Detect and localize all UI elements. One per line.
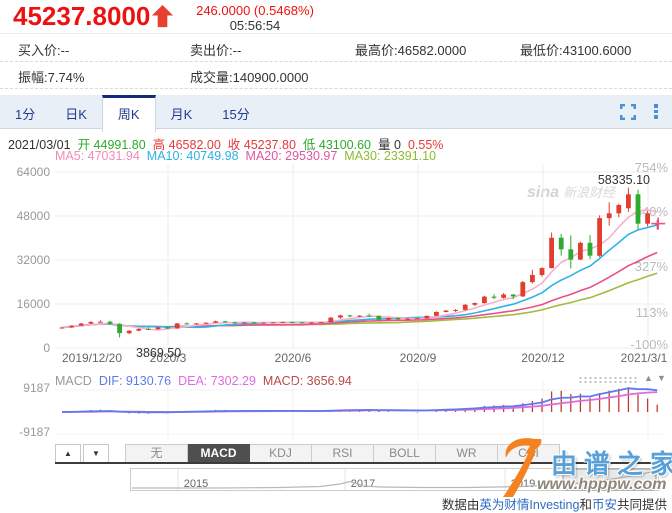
tab-weekly-k[interactable]: 周K — [101, 95, 156, 132]
svg-text:32000: 32000 — [17, 253, 51, 267]
svg-text:2020/9: 2020/9 — [400, 351, 437, 365]
indicator-tab-rsi[interactable]: RSI — [312, 444, 374, 463]
price-up-arrow-icon — [150, 4, 175, 34]
fullscreen-expand-icon[interactable] — [620, 104, 636, 120]
indicator-tab-cci[interactable]: CCI — [498, 444, 560, 463]
price-change: 246.0000 (0.5468%) — [196, 3, 314, 18]
high-price: 最高价:46582.0000 — [355, 43, 467, 58]
quote-row-1: 买入价:-- 卖出价:-- 最高价:46582.0000 最低价:43100.6… — [0, 34, 672, 62]
amplitude: 振幅:7.74% — [18, 70, 85, 85]
footer-seg-1[interactable]: 英为财情Investing — [479, 498, 580, 512]
macd-seg-3: MACD: 3656.94 — [262, 374, 352, 388]
svg-text:-9187: -9187 — [19, 425, 50, 439]
indicator-tab-kdj[interactable]: KDJ — [250, 444, 312, 463]
svg-text:2017: 2017 — [351, 478, 375, 490]
svg-text:2015: 2015 — [184, 478, 208, 490]
svg-text:3869.50: 3869.50 — [136, 346, 181, 360]
ma-seg-1: MA10: 40749.98 — [146, 149, 239, 163]
ma-seg-0: MA5: 47031.94 — [55, 149, 140, 163]
svg-text:2019: 2019 — [511, 478, 535, 490]
indicator-scroll-up-button[interactable]: ▲ — [55, 444, 81, 463]
macd-seg-2: DEA: 7302.29 — [178, 374, 256, 388]
ask-price: 卖出价:-- — [190, 43, 242, 58]
volume: 成交量:140900.0000 — [190, 70, 309, 85]
ohlc-seg-0: 2021/03/01 — [8, 138, 71, 152]
svg-text:9187: 9187 — [23, 381, 50, 395]
footer-seg-4: 共同提供 — [616, 498, 667, 512]
indicator-tab-macd[interactable]: MACD — [188, 444, 250, 463]
quote-header: 45237.8000 246.0000 (0.5468%) 05:56:54 — [0, 0, 672, 34]
last-price: 45237.8000 — [13, 1, 151, 31]
indicator-tab-wr[interactable]: WR — [436, 444, 498, 463]
sina-logo: sina — [527, 184, 560, 201]
svg-text:754%: 754% — [635, 160, 669, 175]
tab-1min[interactable]: 1分 — [15, 107, 36, 122]
svg-text:16000: 16000 — [17, 297, 51, 311]
ohlc-seg-3: 收 45237.80 — [227, 138, 296, 152]
ohlc-seg-1: 开 44991.80 — [77, 138, 146, 152]
indicator-tabbar: 无 MACD KDJ RSI BOLL WR CCI — [125, 444, 560, 463]
indicator-underline — [55, 462, 666, 464]
ma-values-line: MA5: 47031.94 MA10: 40749.98 MA20: 29530.9… — [55, 149, 443, 163]
macd-seg-1: DIF: 9130.76 — [98, 374, 172, 388]
candlestick-layer — [59, 187, 660, 338]
ma-seg-2: MA20: 29530.97 — [245, 149, 338, 163]
svg-text:327%: 327% — [635, 259, 669, 274]
pane-collapse-down-icon[interactable]: ▼ — [657, 373, 666, 383]
range-navigator[interactable]: 2015 2017 2019 — [130, 468, 659, 491]
macd-histogram — [70, 387, 658, 414]
indicator-tab-boll[interactable]: BOLL — [374, 444, 436, 463]
svg-text:-100%: -100% — [630, 337, 668, 352]
indicator-scroll-down-button[interactable]: ▼ — [83, 444, 109, 463]
footer-seg-2: 和 — [579, 498, 592, 512]
macd-values-line: MACD DIF: 9130.76 DEA: 7302.29 MACD: 3656.9… — [55, 374, 359, 388]
svg-text:2021/3/1: 2021/3/1 — [621, 351, 668, 365]
footer-seg-0: 数据由 — [441, 498, 480, 512]
kebab-menu-icon[interactable] — [653, 104, 659, 120]
svg-text:113%: 113% — [636, 305, 669, 320]
ohlc-seg-4: 低 43100.60 — [302, 138, 371, 152]
svg-text:64000: 64000 — [17, 165, 51, 179]
ohlc-seg-6: 0.55% — [407, 138, 444, 152]
data-source-caption: 数据由英为财情Investing和币安共同提供 — [442, 494, 667, 513]
tab-15min[interactable]: 15分 — [222, 107, 250, 122]
quote-row-2: 振幅:7.74% 成交量:140900.0000 — [0, 61, 672, 89]
indicator-tab-none[interactable]: 无 — [125, 444, 188, 463]
period-tabbar: 1分 日K 周K 月K 15分 — [0, 95, 672, 132]
svg-text:2020/3: 2020/3 — [150, 351, 187, 365]
pane-drag-handle[interactable] — [578, 376, 638, 385]
ohlc-seg-2: 高 46582.00 — [152, 138, 221, 152]
quote-time: 05:56:54 — [229, 18, 281, 33]
sina-finance-watermark: sina 新浪财经 — [527, 184, 616, 201]
watermark-site-url: www.hpppw.com — [537, 476, 667, 493]
ohlc-info-line: 2021/03/01 开 44991.80 高 46582.00 收 45237.80… — [8, 134, 450, 153]
navigator-selection[interactable] — [562, 468, 657, 491]
svg-text:48000: 48000 — [17, 209, 51, 223]
svg-text:2019/12/20: 2019/12/20 — [62, 351, 122, 365]
macd-seg-0: MACD — [55, 374, 92, 388]
ma-seg-3: MA30: 23391.10 — [344, 149, 437, 163]
footer-seg-3[interactable]: 币安 — [591, 498, 617, 512]
pane-expand-up-icon[interactable]: ▲ — [644, 373, 653, 383]
svg-text:0: 0 — [43, 341, 50, 355]
low-price: 最低价:43100.6000 — [520, 43, 632, 58]
ohlc-seg-5: 量 0 — [378, 138, 401, 152]
tab-monthly-k[interactable]: 月K — [170, 107, 193, 122]
svg-text:540%: 540% — [635, 204, 669, 219]
bid-price: 买入价:-- — [18, 43, 70, 58]
svg-text:2020/6: 2020/6 — [275, 351, 312, 365]
tab-daily-k[interactable]: 日K — [65, 107, 87, 122]
svg-text:2020/12: 2020/12 — [521, 351, 565, 365]
